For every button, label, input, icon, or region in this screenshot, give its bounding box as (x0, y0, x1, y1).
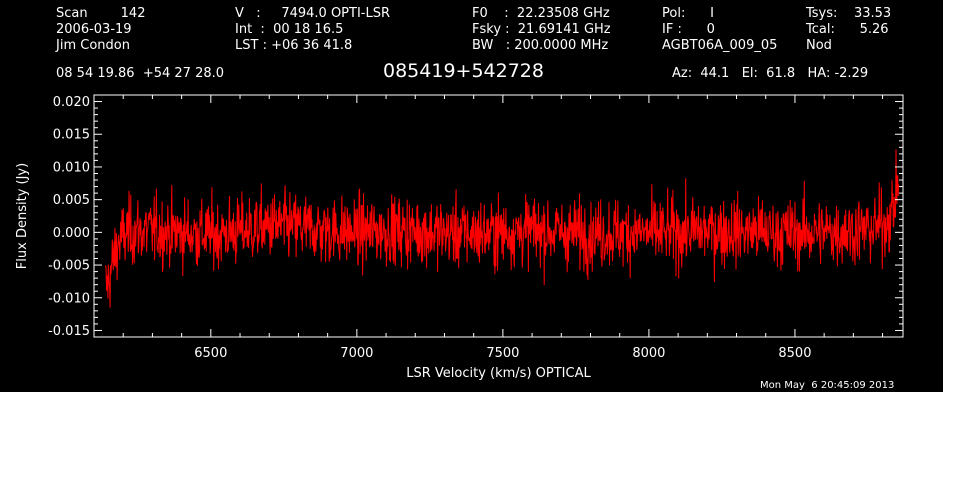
y-tick-label: -0.005 (48, 259, 90, 274)
if-label: IF : 0 (662, 22, 715, 37)
lst-label: LST : +06 36 41.8 (235, 38, 353, 53)
tsys-label: Tsys: 33.53 (806, 6, 892, 21)
x-axis-label: LSR Velocity (km/s) OPTICAL (406, 366, 591, 381)
y-tick-label: 0.010 (53, 160, 90, 175)
date-label: 2006-03-19 (56, 22, 132, 37)
y-tick-label: 0.005 (53, 193, 90, 208)
sky-frequency-label: Fsky : 21.69141 GHz (472, 22, 611, 37)
x-tick-label: 8500 (778, 346, 811, 361)
spectrum-plot-window: Scan 142 2006-03-19 Jim Condon V : 7494.… (0, 0, 943, 392)
project-label: AGBT06A_009_05 (662, 38, 778, 53)
y-tick-label: 0.020 (53, 95, 90, 110)
plot-timestamp: Mon May 6 20:45:09 2013 (760, 380, 895, 391)
coordinates-label: 08 54 19.86 +54 27 28.0 (56, 66, 225, 81)
tcal-label: Tcal: 5.26 (806, 22, 889, 37)
spectrum-series-line (105, 149, 900, 308)
observer-label: Jim Condon (56, 38, 130, 53)
polarization-label: Pol: I (662, 6, 714, 21)
integration-time-label: Int : 00 18 16.5 (235, 22, 344, 37)
velocity-label: V : 7494.0 OPTI-LSR (235, 6, 391, 21)
source-name: 085419+542728 (383, 60, 544, 82)
flux-spectrum-chart: 6500 7000 7500 8000 8500 -0.015 -0.010 -0.005 0.… (15, 94, 904, 381)
y-tick-label: 0.015 (53, 128, 90, 143)
x-tick-label: 7500 (486, 346, 519, 361)
x-tick-label: 7000 (340, 346, 373, 361)
bandwidth-label: BW : 200.0000 MHz (472, 38, 609, 53)
series-layer (105, 149, 900, 308)
y-tick-label: 0.000 (53, 226, 90, 241)
x-tick-label: 8000 (632, 346, 665, 361)
y-axis-label: Flux Density (Jy) (15, 163, 30, 269)
axes-frame (93, 94, 904, 338)
procedure-label: Nod (806, 38, 832, 53)
ticks-layer: 6500 7000 7500 8000 8500 -0.015 -0.010 -0.005 0.… (48, 95, 903, 361)
y-tick-label: -0.010 (48, 291, 90, 306)
scan-label: Scan 142 (56, 6, 146, 21)
y-tick-label: -0.015 (48, 324, 90, 339)
rest-frequency-label: F0 : 22.23508 GHz (472, 6, 610, 21)
az-el-ha-label: Az: 44.1 El: 61.8 HA: -2.29 (672, 66, 869, 81)
x-tick-label: 6500 (194, 346, 227, 361)
